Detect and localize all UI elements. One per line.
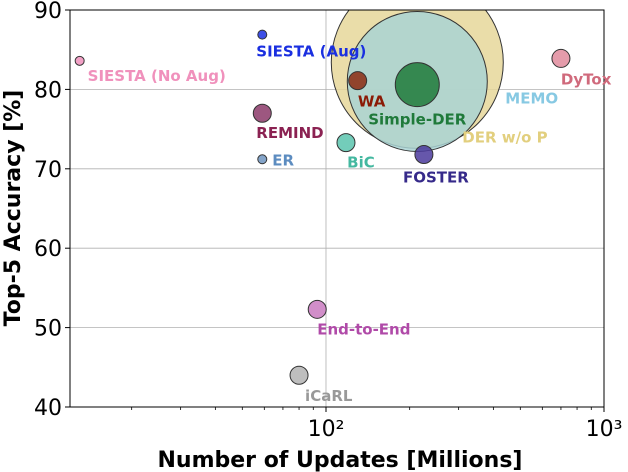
point-bic (336, 133, 356, 153)
label-icarl: iCaRL (305, 387, 353, 405)
point-foster (414, 145, 434, 165)
label-bic: BiC (347, 154, 375, 172)
x-tick-label: 10³ (586, 417, 623, 442)
y-axis-title: Top-5 Accuracy [%] (1, 90, 26, 327)
point-siesta-aug (257, 29, 268, 40)
label-dytox: DyTox (561, 70, 612, 88)
grid-lines (70, 10, 604, 407)
point-remind (252, 103, 272, 123)
y-tick-label: 90 (34, 0, 62, 24)
label-wa: WA (358, 93, 386, 111)
label-der-w-o-p: DER w/o P (462, 128, 547, 146)
label-remind: REMIND (256, 124, 323, 142)
point-dytox (551, 48, 571, 68)
y-tick-label: 80 (34, 78, 62, 103)
label-er: ER (272, 151, 294, 169)
point-simple-der (394, 62, 440, 108)
y-axis-ticks: 40 50 60 70 80 90 (34, 0, 70, 421)
point-icarl (289, 365, 309, 385)
y-tick-label: 40 (34, 396, 62, 421)
y-tick-label: 70 (34, 158, 62, 183)
label-memo: MEMO (505, 89, 558, 107)
y-tick-label: 60 (34, 237, 62, 262)
x-tick-label: 10² (308, 417, 345, 442)
data-points (74, 10, 571, 385)
y-tick-label: 50 (34, 317, 62, 342)
label-siesta-no-aug: SIESTA (No Aug) (88, 67, 226, 85)
plot-frame (69, 9, 605, 408)
x-axis-ticks: 10² 10³ (131, 407, 623, 442)
point-er (257, 154, 268, 165)
label-siesta-aug: SIESTA (Aug) (256, 43, 366, 61)
label-simple-der: Simple-DER (368, 111, 467, 129)
point-end-to-end (307, 299, 327, 319)
label-foster: FOSTER (403, 169, 469, 187)
point-siesta-no-aug (74, 55, 85, 66)
x-axis-title: Number of Updates [Millions] (158, 448, 523, 472)
point-wa (348, 71, 368, 91)
label-end-to-end: End-to-End (317, 320, 410, 338)
